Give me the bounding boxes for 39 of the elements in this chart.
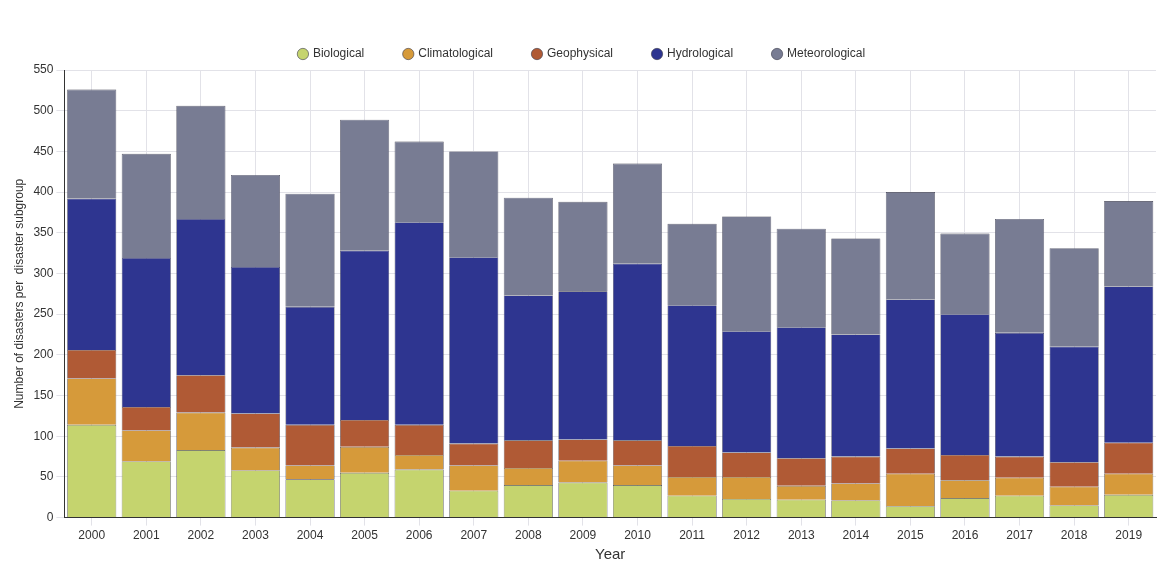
x-tick-label: 2019 [1115,528,1143,543]
x-tick-label: 2001 [132,528,160,543]
x-tick-label: 2000 [78,528,106,543]
y-tick-label: 200 [33,347,54,362]
y-tick-label: 50 [40,469,54,484]
x-tick-label: 2006 [405,528,433,543]
x-tick-label: 2008 [514,528,543,543]
x-tick-label: 2005 [351,528,379,543]
y-tick-label: 150 [33,387,54,402]
x-tick-label: 2004 [296,528,324,543]
legend-label: Biological [312,46,365,61]
x-tick-label: 2010 [624,528,652,543]
x-tick-label: 2011 [679,528,706,543]
y-tick-label: 350 [33,225,54,240]
y-tick-label: 550 [33,62,54,77]
y-tick-label: 450 [33,143,54,158]
x-tick-label: 2003 [242,528,270,543]
x-tick-label: 2014 [842,528,870,543]
y-tick-label: 250 [33,306,54,321]
x-tick-label: 2017 [1006,528,1034,543]
x-axis-title: Year [595,545,626,563]
y-axis-title: Number of disasters per disaster subgroup [11,178,26,409]
y-tick-label: 300 [33,265,54,280]
x-tick-label: 2013 [787,528,815,543]
x-tick-label: 2002 [187,528,215,543]
x-tick-label: 2018 [1060,528,1088,543]
y-tick-label: 500 [33,103,54,117]
x-tick-label: 2012 [733,528,761,543]
y-tick-label: 400 [33,184,54,199]
y-tick-label: 100 [33,428,54,443]
legend-label: Geophysical [546,46,614,61]
y-tick-label: 0 [46,509,54,524]
legend-label: Meteorological [787,46,866,61]
x-tick-label: 2007 [460,528,488,543]
legend-label: Climatological [418,46,493,61]
x-tick-label: 2009 [569,528,597,543]
x-tick-label: 2015 [897,528,925,543]
legend-label: Hydrological [667,46,734,61]
x-tick-label: 2016 [951,528,979,543]
